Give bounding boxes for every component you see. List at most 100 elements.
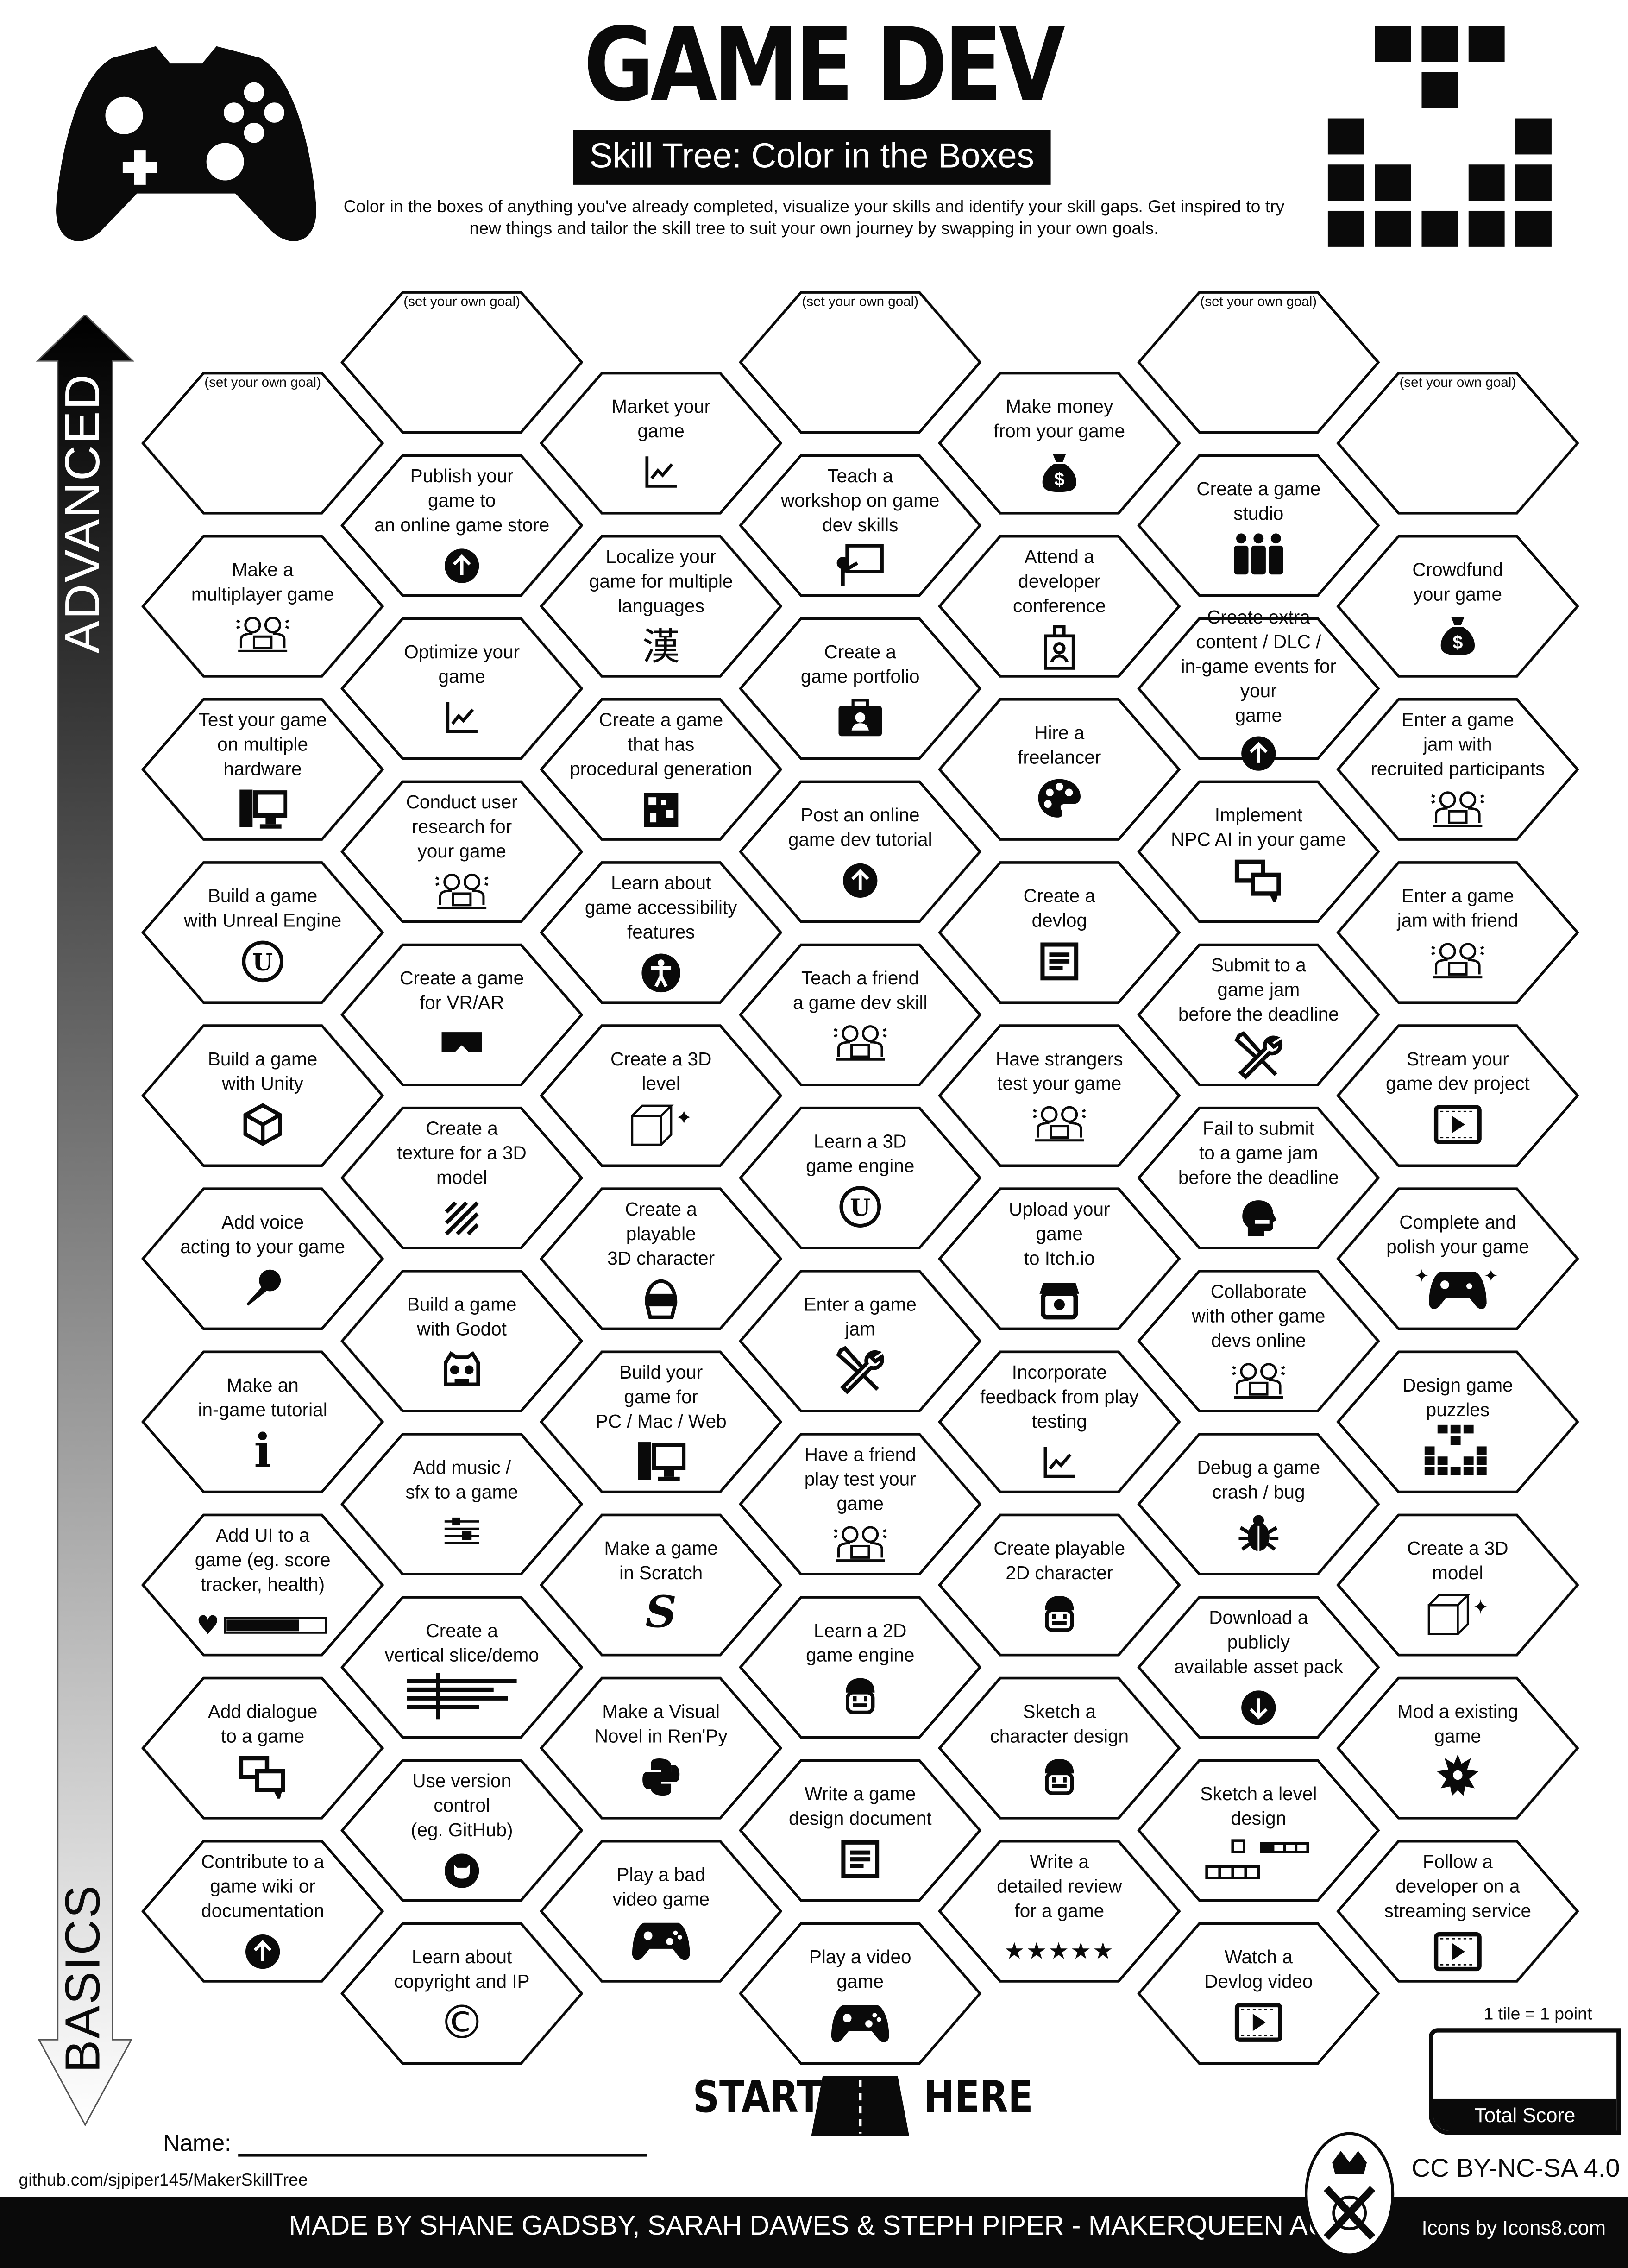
advanced-basics-arrow <box>36 315 134 2127</box>
skill-hex[interactable]: Create a vertical slice/demo <box>340 1595 583 1739</box>
skill-label: Crowdfund your game <box>1412 558 1503 605</box>
hex-outline <box>540 372 782 515</box>
skill-hex[interactable]: Create a game studio <box>1137 453 1380 598</box>
skill-hex[interactable]: Incorporate feedback from play testing <box>938 1350 1181 1494</box>
skill-hex[interactable]: Write a game design document <box>739 1758 982 1903</box>
skill-hex[interactable]: Create a game portfolio <box>739 617 982 761</box>
skill-hex[interactable]: Optimize your game <box>340 617 583 761</box>
skill-hex[interactable]: Play a bad video game <box>540 1839 782 1984</box>
skill-hex[interactable]: Sketch a character design <box>938 1676 1181 1821</box>
github-icon <box>443 1849 481 1892</box>
skill-hex[interactable]: Watch a Devlog video <box>1137 1922 1380 2066</box>
skill-label: Add dialogue to a game <box>207 1700 318 1746</box>
skill-hex[interactable]: Teach a workshop on game dev skills <box>739 453 982 598</box>
skill-hex[interactable]: Mod a existing game <box>1336 1676 1579 1821</box>
skill-hex[interactable]: Localize your game for multiple language… <box>540 534 782 679</box>
skill-hex[interactable]: Enter a game jam with friend <box>1336 860 1579 1005</box>
skill-hex[interactable]: Learn a 2D game engine <box>739 1595 982 1739</box>
svg-text:U: U <box>252 947 273 975</box>
skill-hex[interactable]: Market your game <box>540 371 782 516</box>
skill-hex[interactable]: Create a texture for a 3D model <box>340 1106 583 1250</box>
skill-hex[interactable]: Add music / sfx to a game <box>340 1432 583 1576</box>
skill-hex[interactable]: Upload your game to Itch.io <box>938 1187 1181 1331</box>
skill-hex[interactable]: Have strangers test your game <box>938 1023 1181 1168</box>
logo-block <box>1421 210 1458 247</box>
basics-label: BASICS <box>40 1884 127 2072</box>
logo-block <box>1375 26 1411 62</box>
skill-hex[interactable]: Add UI to a game (eg. score tracker, hea… <box>141 1513 384 1657</box>
total-score-box[interactable]: Total Score <box>1429 2028 1621 2135</box>
skill-hex[interactable]: Debug a game crash / bug <box>1137 1432 1380 1576</box>
skill-label: Incorporate feedback from play testing <box>980 1361 1139 1432</box>
skill-hex[interactable]: Create a devlog <box>938 860 1181 1005</box>
skill-hex[interactable]: Create a game that has procedural genera… <box>540 697 782 842</box>
skill-hex[interactable]: Create a 3D level ✦ <box>540 1023 782 1168</box>
skill-hex[interactable]: Create extra content / DLC / in-game eve… <box>1137 606 1380 771</box>
skill-hex[interactable]: Build your game for PC / Mac / Web <box>540 1350 782 1494</box>
custom-goal-hex[interactable]: (set your own goal) <box>340 290 583 435</box>
skill-label: Add music / sfx to a game <box>405 1455 518 1502</box>
hex-outline <box>739 454 982 597</box>
skill-hex[interactable]: Make a multiplayer game <box>141 534 384 679</box>
skill-hex[interactable]: Sketch a level design <box>1137 1758 1380 1903</box>
skill-hex[interactable]: Create a game for VR/AR <box>340 943 583 1087</box>
skill-hex[interactable]: Have a friend play test your game <box>739 1432 982 1576</box>
custom-goal-hex[interactable]: (set your own goal) <box>1137 290 1380 435</box>
skill-hex[interactable]: Conduct user research for your game <box>340 780 583 924</box>
skill-hex[interactable]: Build a game with Unreal Engine U <box>141 860 384 1005</box>
skill-hex[interactable]: Attend a developer conference <box>938 534 1181 679</box>
skill-label: Teach a workshop on game dev skills <box>781 465 940 536</box>
skill-hex[interactable]: Crowdfund your game $ <box>1336 534 1579 679</box>
skill-label: Make a game in Scratch <box>604 1537 718 1583</box>
skill-hex[interactable]: Download a publicly available asset pack <box>1137 1595 1380 1739</box>
skill-hex[interactable]: Build a game with Godot <box>340 1269 583 1413</box>
skill-hex[interactable]: Fail to submit to a game jam before the … <box>1137 1106 1380 1250</box>
skill-hex[interactable]: Make a Visual Novel in Ren'Py <box>540 1676 782 1821</box>
music-icon <box>440 1511 483 1554</box>
skill-hex[interactable]: Enter a game jam with recruited particip… <box>1336 697 1579 842</box>
logo-block <box>1421 72 1458 108</box>
skill-label: Build a game with Unity <box>207 1047 318 1094</box>
skill-label: Contribute to a game wiki or documentati… <box>201 1850 325 1922</box>
skill-hex[interactable]: Add dialogue to a game <box>141 1676 384 1821</box>
skill-hex[interactable]: Design game puzzles <box>1336 1350 1579 1494</box>
skill-hex[interactable]: Complete and polish your game ✦ ✦ <box>1336 1187 1579 1331</box>
skill-hex[interactable]: Make money from your game $ <box>938 371 1181 516</box>
skill-hex[interactable]: Contribute to a game wiki or documentati… <box>141 1839 384 1984</box>
skill-hex[interactable]: Create a 3D model ✦ <box>1336 1513 1579 1657</box>
github-link[interactable]: github.com/sjpiper145/MakerSkillTree <box>19 2169 308 2190</box>
custom-goal-hex[interactable]: (set your own goal) <box>739 290 982 435</box>
skill-label: Make a multiplayer game <box>191 558 334 605</box>
skill-hex[interactable]: Teach a friend a game dev skill <box>739 943 982 1087</box>
name-field[interactable] <box>238 2154 647 2157</box>
health-bar-icon: ♥ <box>196 1604 329 1647</box>
skill-hex[interactable]: Write a detailed review for a game ★★★★★ <box>938 1839 1181 1984</box>
skill-hex[interactable]: Create playable 2D character <box>938 1513 1181 1657</box>
custom-goal-hex[interactable]: (set your own goal) <box>1336 371 1579 516</box>
custom-goal-hex[interactable]: (set your own goal) <box>141 371 384 516</box>
skill-hex[interactable]: Submit to a game jam before the deadline <box>1137 943 1380 1087</box>
skill-hex[interactable]: Learn a 3D game engine U <box>739 1106 982 1250</box>
hex-outline <box>141 698 384 841</box>
skill-hex[interactable]: Add voice acting to your game <box>141 1187 384 1331</box>
skill-hex[interactable]: Test your game on multiple hardware <box>141 697 384 842</box>
skill-hex[interactable]: Create a playable 3D character <box>540 1187 782 1331</box>
skill-hex[interactable]: Post an online game dev tutorial <box>739 780 982 924</box>
skill-hex[interactable]: Follow a developer on a streaming servic… <box>1336 1839 1579 1984</box>
skill-hex[interactable]: Stream your game dev project <box>1336 1023 1579 1168</box>
skill-hex[interactable]: Publish your game to an online game stor… <box>340 453 583 598</box>
road-icon <box>811 2076 910 2136</box>
skill-hex[interactable]: Make a game in Scratch S <box>540 1513 782 1657</box>
hex-outline <box>1336 1840 1579 1983</box>
skill-hex[interactable]: Use version control (eg. GitHub) <box>340 1758 583 1903</box>
skill-hex[interactable]: Implement NPC AI in your game <box>1137 780 1380 924</box>
skill-hex[interactable]: Build a game with Unity <box>141 1023 384 1168</box>
skill-hex[interactable]: Hire a freelancer <box>938 697 1181 842</box>
skill-hex[interactable]: Make an in-game tutorial i <box>141 1350 384 1494</box>
skill-hex[interactable]: Learn about copyright and IP © <box>340 1922 583 2066</box>
skill-hex[interactable]: Play a video game <box>739 1922 982 2066</box>
hex-outline <box>540 1187 782 1330</box>
skill-hex[interactable]: Enter a game jam <box>739 1269 982 1413</box>
skill-hex[interactable]: Learn about game accessibility features <box>540 860 782 1005</box>
skill-hex[interactable]: Collaborate with other game devs online <box>1137 1269 1380 1413</box>
